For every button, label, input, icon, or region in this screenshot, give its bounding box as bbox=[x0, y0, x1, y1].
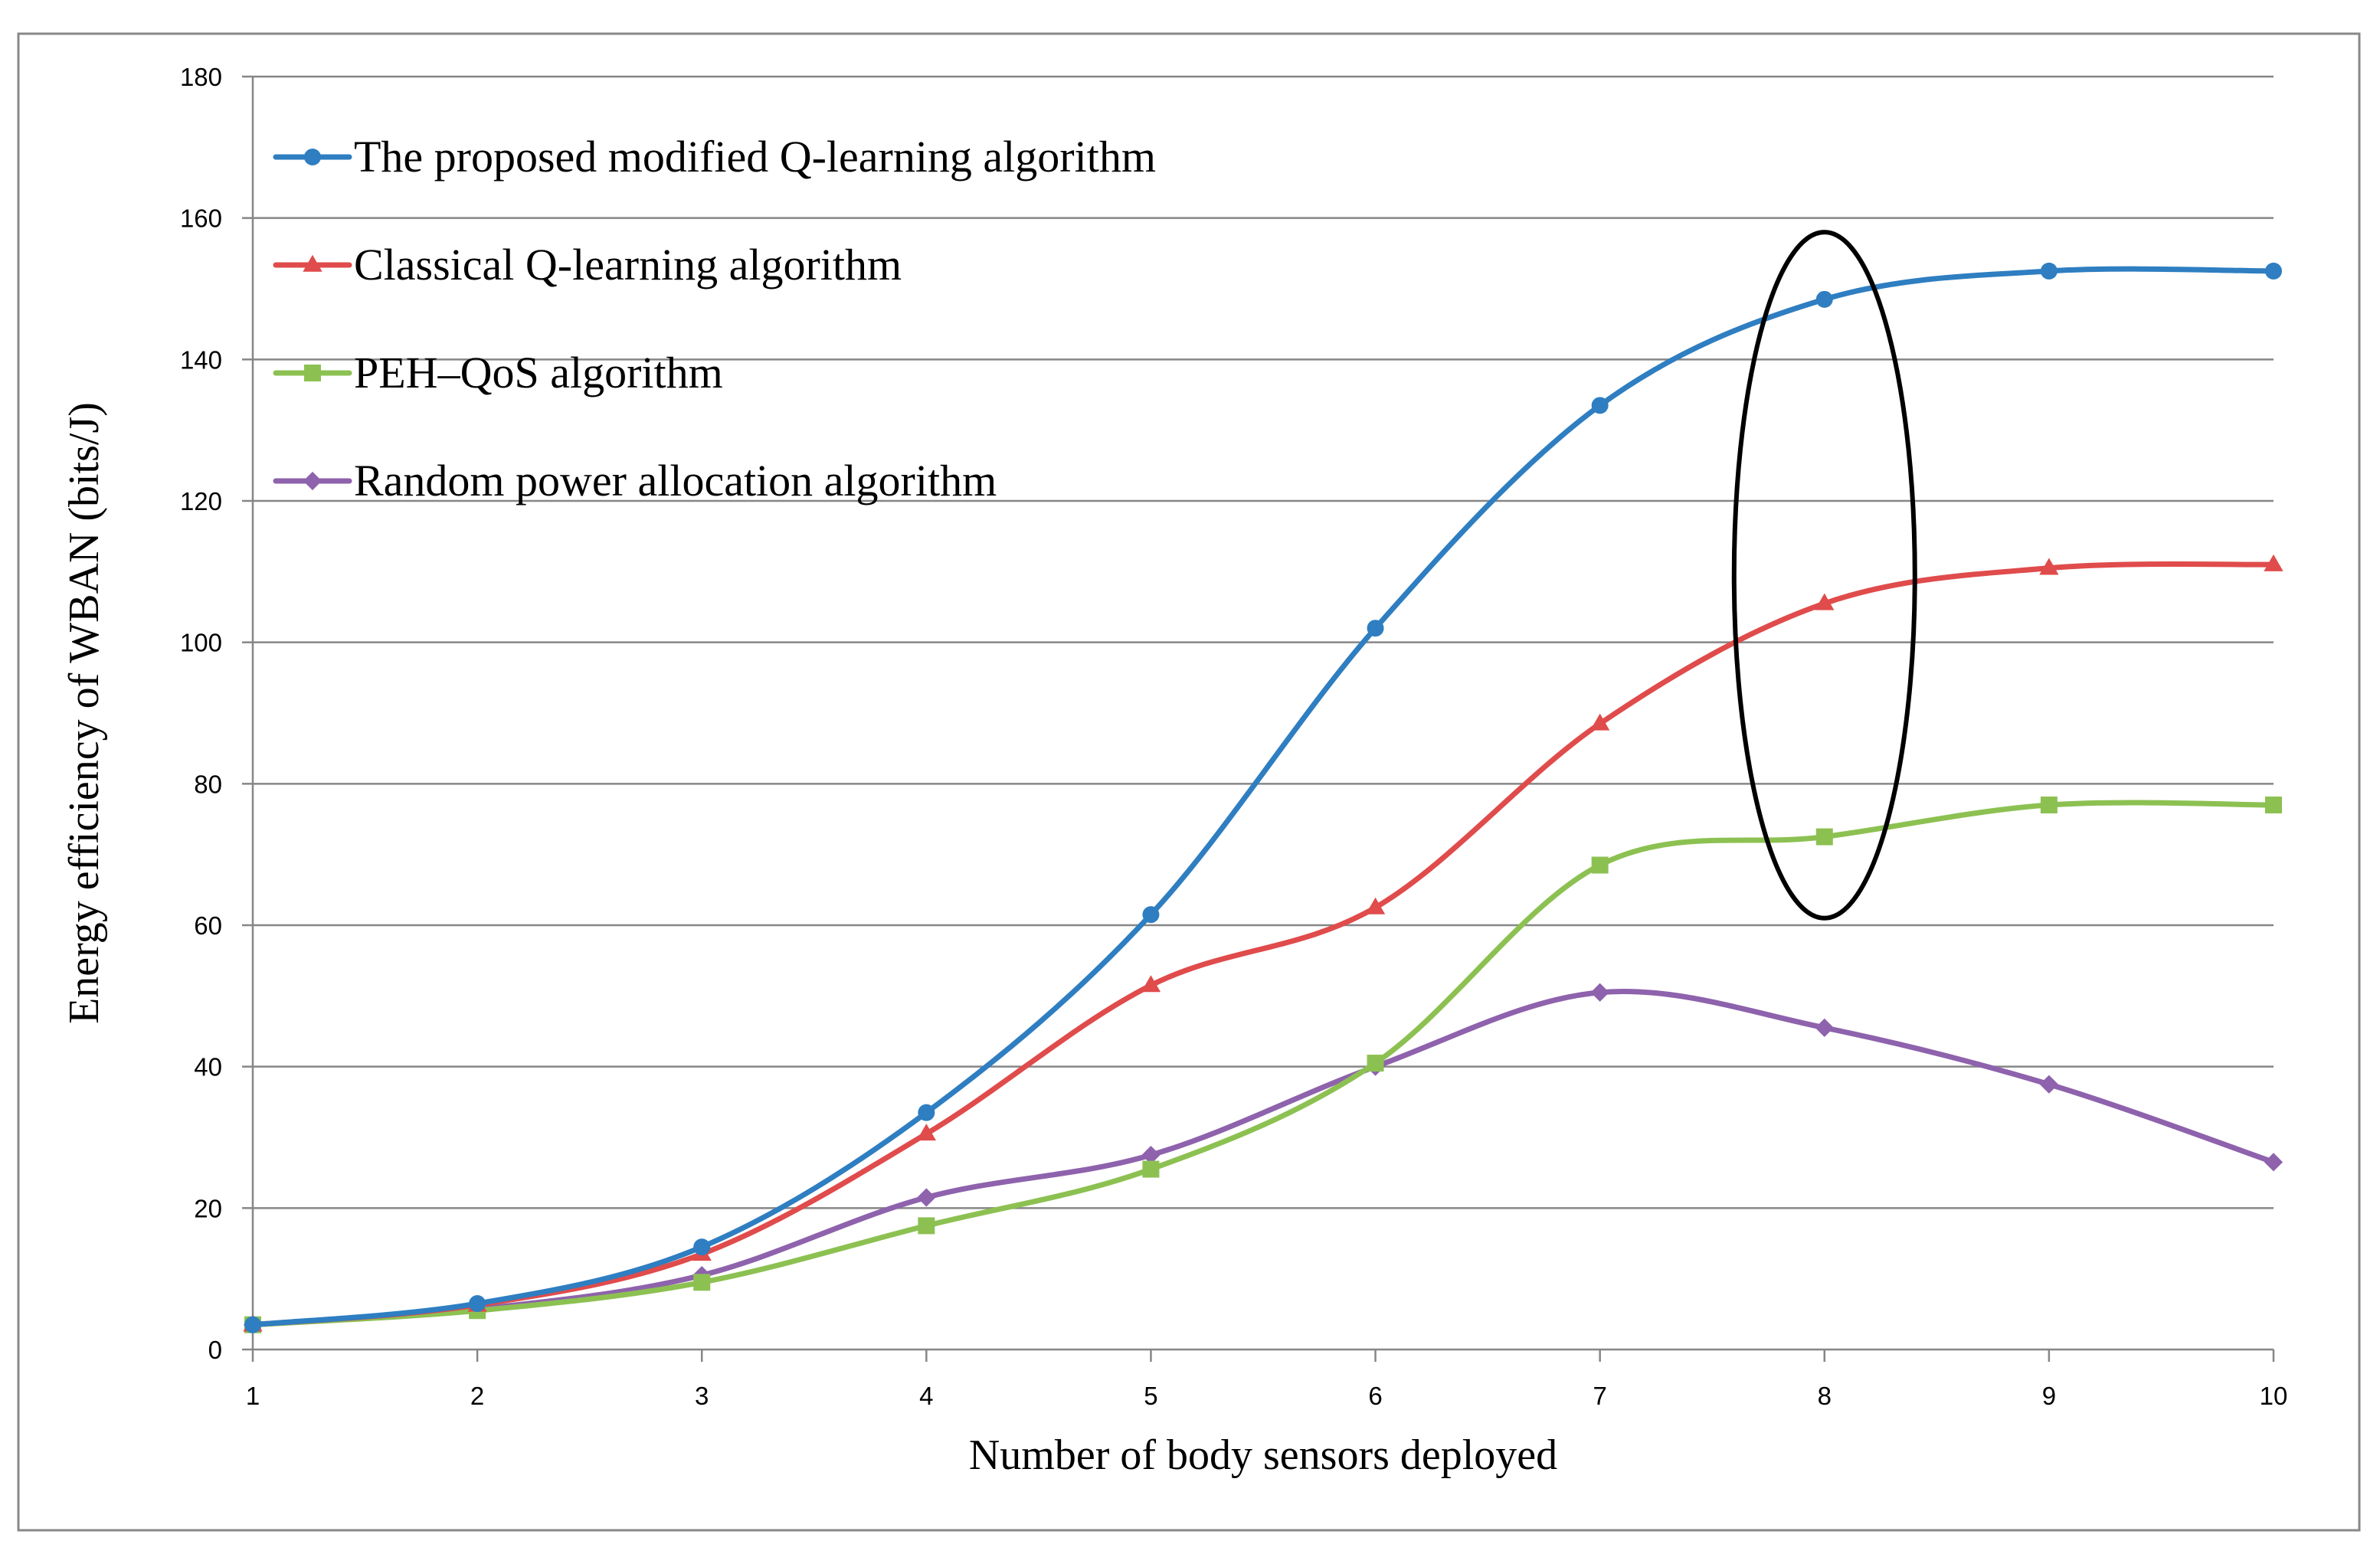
data-point bbox=[1815, 828, 1833, 846]
x-axis-title: Number of body sensors deployed bbox=[969, 1431, 1557, 1479]
data-point bbox=[2264, 554, 2283, 571]
data-point bbox=[1367, 620, 1384, 637]
data-point bbox=[1591, 856, 1609, 874]
data-point bbox=[2264, 1153, 2283, 1172]
data-point bbox=[1591, 397, 1609, 414]
data-point bbox=[1365, 897, 1386, 914]
series-line bbox=[250, 266, 2277, 1328]
data-point bbox=[469, 1294, 486, 1312]
y-tick-label: 20 bbox=[194, 1194, 222, 1222]
data-point bbox=[1815, 593, 1835, 610]
x-tick-label: 3 bbox=[695, 1382, 709, 1410]
y-tick-label: 180 bbox=[180, 63, 222, 91]
data-point bbox=[1590, 983, 1609, 1002]
x-tick-labels: 1 2 3 4 5 6 7 8 9 10 bbox=[246, 1382, 2288, 1410]
data-point bbox=[918, 1217, 935, 1235]
highlight-ellipse bbox=[1731, 230, 1917, 921]
y-tick-label: 140 bbox=[180, 345, 222, 374]
annotations bbox=[1731, 230, 1917, 921]
x-tick-label: 4 bbox=[919, 1382, 933, 1410]
legend-item: PEH–QoS algorithm bbox=[273, 348, 723, 397]
x-tick-label: 10 bbox=[2260, 1382, 2288, 1410]
data-point bbox=[1142, 906, 1160, 924]
legend-item: Random power allocation algorithm bbox=[273, 456, 997, 505]
data-point bbox=[1815, 1018, 1834, 1037]
data-point bbox=[2040, 262, 2058, 280]
data-point bbox=[1815, 290, 1833, 308]
x-tick-label: 1 bbox=[246, 1382, 260, 1410]
data-point bbox=[244, 1316, 261, 1333]
y-tick-labels: 0 20 40 60 80 100 120 140 160 180 bbox=[180, 63, 222, 1364]
legend-swatch-marker bbox=[304, 149, 321, 165]
x-tick-label: 5 bbox=[1144, 1382, 1157, 1410]
series-1 bbox=[244, 262, 2282, 1333]
data-point bbox=[2265, 797, 2282, 814]
series-lines bbox=[243, 262, 2283, 1334]
legend-label: Random power allocation algorithm bbox=[354, 456, 997, 505]
legend-swatch-marker bbox=[303, 254, 322, 272]
data-point bbox=[2039, 1075, 2058, 1094]
data-point bbox=[1141, 1145, 1161, 1165]
x-tick-label: 6 bbox=[1368, 1382, 1382, 1410]
chart-frame bbox=[17, 32, 2361, 1532]
data-point bbox=[2265, 262, 2282, 280]
y-tick-label: 40 bbox=[194, 1053, 222, 1081]
data-point bbox=[2039, 558, 2059, 575]
x-tick-label: 9 bbox=[2042, 1382, 2056, 1410]
y-axis-title: Energy efficiency of WBAN (bits/J) bbox=[61, 402, 108, 1024]
series-line bbox=[250, 800, 2277, 1328]
axes bbox=[242, 75, 2275, 1362]
data-point bbox=[917, 1188, 936, 1207]
x-tick-label: 8 bbox=[1818, 1382, 1832, 1410]
gridlines bbox=[253, 75, 2274, 1209]
y-tick-label: 160 bbox=[180, 204, 222, 233]
legend-label: Classical Q-learning algorithm bbox=[354, 240, 902, 290]
data-point bbox=[1367, 1055, 1384, 1072]
data-point bbox=[918, 1104, 935, 1121]
legend-swatch-marker bbox=[304, 365, 321, 381]
series-line bbox=[250, 561, 2277, 1328]
data-point bbox=[693, 1274, 711, 1291]
data-point bbox=[1142, 1160, 1160, 1178]
data-point bbox=[1590, 713, 1610, 731]
series-line bbox=[250, 988, 2277, 1328]
legend-swatch-marker bbox=[303, 471, 322, 491]
y-tick-label: 0 bbox=[208, 1336, 222, 1364]
x-tick-label: 2 bbox=[470, 1382, 484, 1410]
data-point bbox=[693, 1238, 711, 1256]
y-tick-label: 80 bbox=[194, 770, 222, 798]
y-tick-label: 120 bbox=[180, 487, 222, 515]
legend-item: Classical Q-learning algorithm bbox=[273, 240, 902, 290]
x-tick-label: 7 bbox=[1593, 1382, 1606, 1410]
data-point bbox=[916, 1124, 936, 1141]
data-point bbox=[1141, 975, 1161, 993]
y-tick-label: 100 bbox=[180, 629, 222, 657]
legend-item: The proposed modified Q-learning algorit… bbox=[273, 132, 1156, 182]
y-tick-label: 60 bbox=[194, 911, 222, 940]
data-point bbox=[2040, 797, 2058, 814]
legend-label: The proposed modified Q-learning algorit… bbox=[354, 132, 1156, 182]
legend-label: PEH–QoS algorithm bbox=[354, 348, 723, 397]
legend: The proposed modified Q-learning algorit… bbox=[273, 132, 1156, 505]
